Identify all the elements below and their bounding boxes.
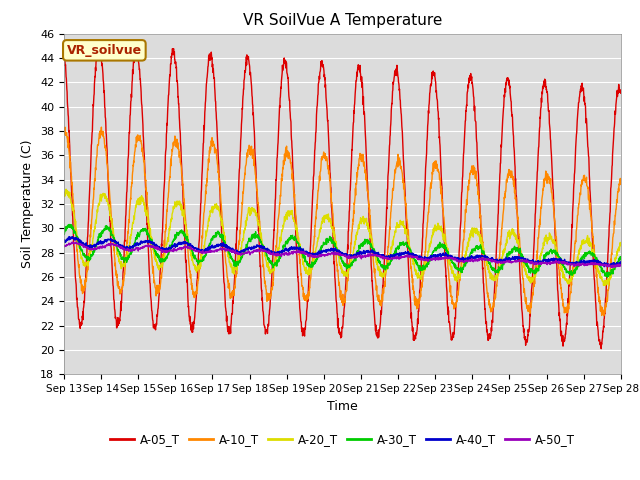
A-30_T [617,255,625,261]
A-50_T [60,244,68,250]
A-50_T [607,265,615,271]
Text: VR_soilvue: VR_soilvue [67,44,142,57]
A-05_T [371,317,379,323]
A-50_T [504,259,512,264]
A-10_T [371,266,379,272]
A-10_T [97,124,105,130]
A-20_T [216,207,223,213]
A-30_T [371,248,379,254]
A-20_T [60,193,68,199]
A-30_T [216,232,223,238]
A-10_T [600,313,607,319]
A-05_T [359,86,367,92]
A-10_T [504,172,512,178]
Title: VR SoilVue A Temperature: VR SoilVue A Temperature [243,13,442,28]
A-40_T [609,264,616,270]
A-30_T [568,270,575,276]
A-20_T [568,276,575,281]
A-20_T [359,218,367,224]
A-40_T [617,259,625,264]
A-30_T [65,222,73,228]
A-10_T [568,274,575,280]
A-40_T [504,257,512,263]
A-50_T [568,262,575,267]
A-10_T [584,183,591,189]
Line: A-10_T: A-10_T [64,127,621,316]
A-40_T [359,250,367,256]
A-40_T [65,234,73,240]
A-30_T [604,274,611,280]
Line: A-40_T: A-40_T [64,237,621,267]
A-50_T [69,239,77,245]
Line: A-20_T: A-20_T [64,189,621,286]
Line: A-05_T: A-05_T [64,42,621,348]
A-50_T [359,254,367,260]
A-10_T [60,132,68,137]
Line: A-50_T: A-50_T [64,242,621,268]
A-05_T [60,48,68,54]
A-30_T [359,240,367,245]
A-30_T [60,229,68,235]
Legend: A-05_T, A-10_T, A-20_T, A-30_T, A-40_T, A-50_T: A-05_T, A-10_T, A-20_T, A-30_T, A-40_T, … [106,428,579,450]
A-05_T [597,346,605,351]
A-40_T [216,243,223,249]
A-30_T [504,252,512,258]
A-40_T [568,261,575,267]
A-40_T [60,237,68,243]
A-05_T [568,226,575,231]
Y-axis label: Soil Temperature (C): Soil Temperature (C) [22,140,35,268]
A-05_T [584,133,591,139]
A-50_T [216,247,223,253]
A-05_T [216,179,223,184]
X-axis label: Time: Time [327,400,358,413]
A-50_T [617,263,625,269]
A-20_T [371,253,379,259]
A-40_T [371,250,379,255]
A-50_T [584,262,591,268]
A-20_T [617,240,625,245]
A-40_T [584,259,591,265]
A-05_T [617,90,625,96]
A-20_T [62,186,70,192]
A-10_T [359,154,367,160]
A-20_T [600,283,607,288]
A-50_T [371,252,379,258]
A-05_T [504,76,512,82]
A-10_T [617,178,625,184]
A-30_T [584,250,591,255]
A-20_T [584,239,591,245]
A-05_T [95,39,102,45]
A-10_T [216,182,223,188]
Line: A-30_T: A-30_T [64,225,621,277]
A-20_T [504,233,512,239]
